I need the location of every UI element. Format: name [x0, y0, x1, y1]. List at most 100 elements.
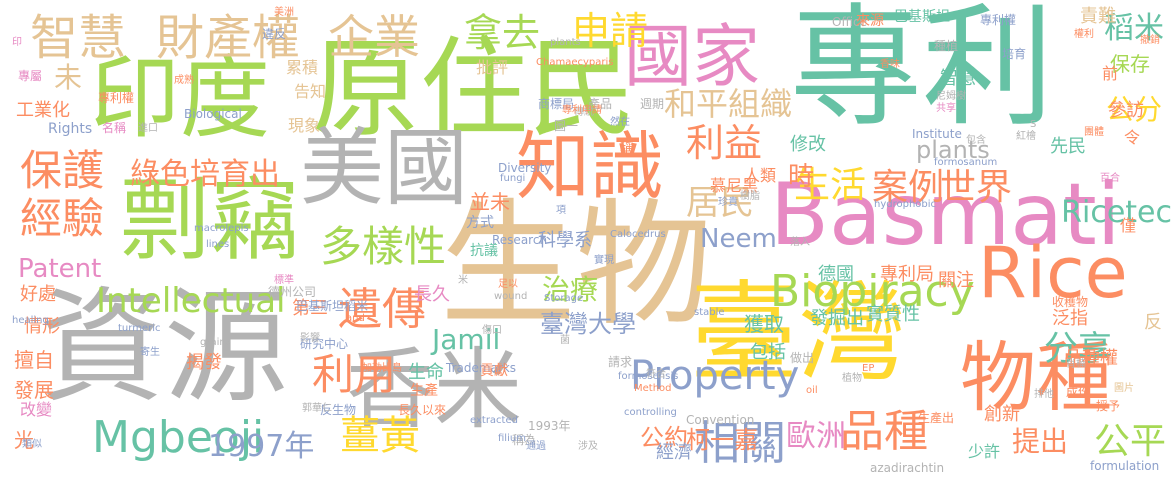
word-120: 稱為 — [512, 433, 537, 447]
word-51: 時 — [788, 162, 815, 192]
word-124: 收穫物 — [1052, 295, 1089, 309]
word-11: 物種 — [960, 333, 1112, 422]
word-73: 擅自 — [14, 348, 54, 372]
word-2: 資源 — [40, 276, 289, 420]
word-96: 人類 — [744, 166, 777, 185]
word-69: 修改 — [790, 134, 826, 155]
word-82: 泛指 — [1052, 308, 1088, 329]
word-126: 生產出 — [918, 411, 955, 425]
word-168: 請求 — [608, 355, 633, 369]
word-40: 1997年 — [208, 429, 315, 464]
word-176: 尼姆樹 — [936, 91, 966, 102]
word-155: grains — [200, 337, 231, 348]
word-5: 印度 — [90, 46, 270, 151]
word-100: Rights — [48, 121, 93, 137]
word-24: 多樣性 — [320, 222, 447, 271]
word-187: 寄生 — [140, 347, 160, 358]
word-36: 居民 — [686, 183, 754, 223]
word-175: 郭華仁 — [302, 403, 332, 414]
word-16: 企業 — [328, 10, 420, 64]
word-103: Diversity — [498, 161, 552, 175]
word-159: extracted — [470, 415, 518, 426]
word-184: 圖片 — [1114, 383, 1134, 394]
word-173: 足以 — [498, 279, 518, 290]
word-75: 情形 — [24, 316, 60, 337]
word-129: 圖一 — [554, 119, 579, 133]
word-136: 權利 — [1074, 29, 1094, 40]
word-84: 創新 — [984, 404, 1020, 425]
word-192: EP — [862, 363, 875, 374]
word-193: 傷口 — [482, 325, 502, 336]
word-152: formosanum — [934, 157, 998, 168]
word-70: 智慧 — [940, 68, 976, 89]
word-106: formulation — [1090, 459, 1160, 473]
word-147: 專利申請 — [562, 105, 602, 116]
word-178: 影響 — [300, 333, 320, 344]
word-119: 德州公司 — [268, 285, 317, 299]
word-59: 並未 — [470, 190, 510, 214]
word-87: 發掘出 — [810, 308, 864, 329]
word-21: 利用 — [312, 350, 397, 399]
word-18: 保護 — [20, 146, 105, 195]
word-25: Mgbeoji — [92, 412, 265, 463]
word-133: 培育 — [1002, 47, 1027, 61]
word-98: 方式 — [466, 215, 494, 231]
word-93: 前 — [1102, 64, 1119, 83]
word-23: 品種 — [840, 406, 928, 457]
word-143: 撤銷 — [1140, 35, 1160, 46]
word-14: 智慧 — [30, 10, 127, 66]
word-22: 相關 — [694, 416, 786, 470]
word-56: 保存 — [1110, 52, 1150, 76]
word-3: 臺灣 — [690, 271, 907, 396]
word-141: 美洲 — [274, 7, 294, 18]
word-107: azadirachtin — [870, 461, 945, 475]
word-114: 研究中心 — [300, 337, 349, 351]
word-105: Convention — [686, 413, 755, 427]
word-154: healing — [12, 315, 49, 326]
word-44: 公分 — [1106, 93, 1163, 126]
word-167: 類似 — [22, 439, 42, 450]
word-47: Patent — [18, 254, 102, 284]
word-33: 世界 — [940, 167, 1013, 208]
word-130: 週期 — [640, 97, 665, 111]
word-156: lines — [206, 239, 230, 250]
word-115: 反生物 — [320, 403, 357, 417]
word-74: 好處 — [20, 284, 56, 305]
word-111: 巴基斯坦 — [894, 9, 950, 25]
word-85: 少許 — [968, 442, 1001, 461]
word-61: 包括 — [750, 342, 786, 363]
word-81: 第三 — [292, 298, 328, 319]
word-194: 珍貴 — [718, 197, 738, 208]
word-12: 國家 — [624, 18, 761, 97]
word-48: Neem — [700, 224, 777, 254]
word-112: 專利權 — [980, 13, 1017, 27]
word-125: 成份 — [1066, 385, 1091, 399]
word-131: 然在 — [610, 117, 630, 128]
word-198: and — [346, 313, 365, 324]
word-151: macrolepis — [194, 223, 249, 234]
word-0: 專利 — [790, 0, 1054, 145]
word-4: 原住民 — [312, 27, 637, 152]
word-94: 僅 — [1120, 216, 1137, 235]
word-34: 生活 — [794, 165, 867, 206]
word-39: 和平組織 — [664, 85, 793, 123]
word-169: 符合 — [646, 369, 666, 380]
word-197: 菌 — [560, 335, 570, 346]
word-102: Research — [492, 233, 548, 247]
word-54: 公約 — [640, 424, 688, 452]
word-30: Intellectual — [96, 281, 286, 321]
word-62: 先民 — [1050, 136, 1086, 157]
word-179: 加勒比島 — [362, 363, 402, 374]
word-118: 巴基斯坦稻米 — [296, 299, 369, 313]
word-67: 關注 — [938, 270, 974, 291]
word-183: 肖楠 — [1066, 359, 1086, 370]
word-92: 反 — [1144, 312, 1162, 333]
word-166: 進口 — [138, 123, 158, 134]
word-117: 貢獻 — [480, 363, 508, 379]
word-160: filium — [498, 433, 526, 444]
word-135: 共享 — [936, 103, 956, 114]
word-8: Basmati — [770, 165, 1121, 265]
word-1: 生物 — [440, 187, 712, 345]
word-97: 慕尼黑 — [710, 176, 759, 195]
word-185: 團體 — [1084, 127, 1104, 138]
